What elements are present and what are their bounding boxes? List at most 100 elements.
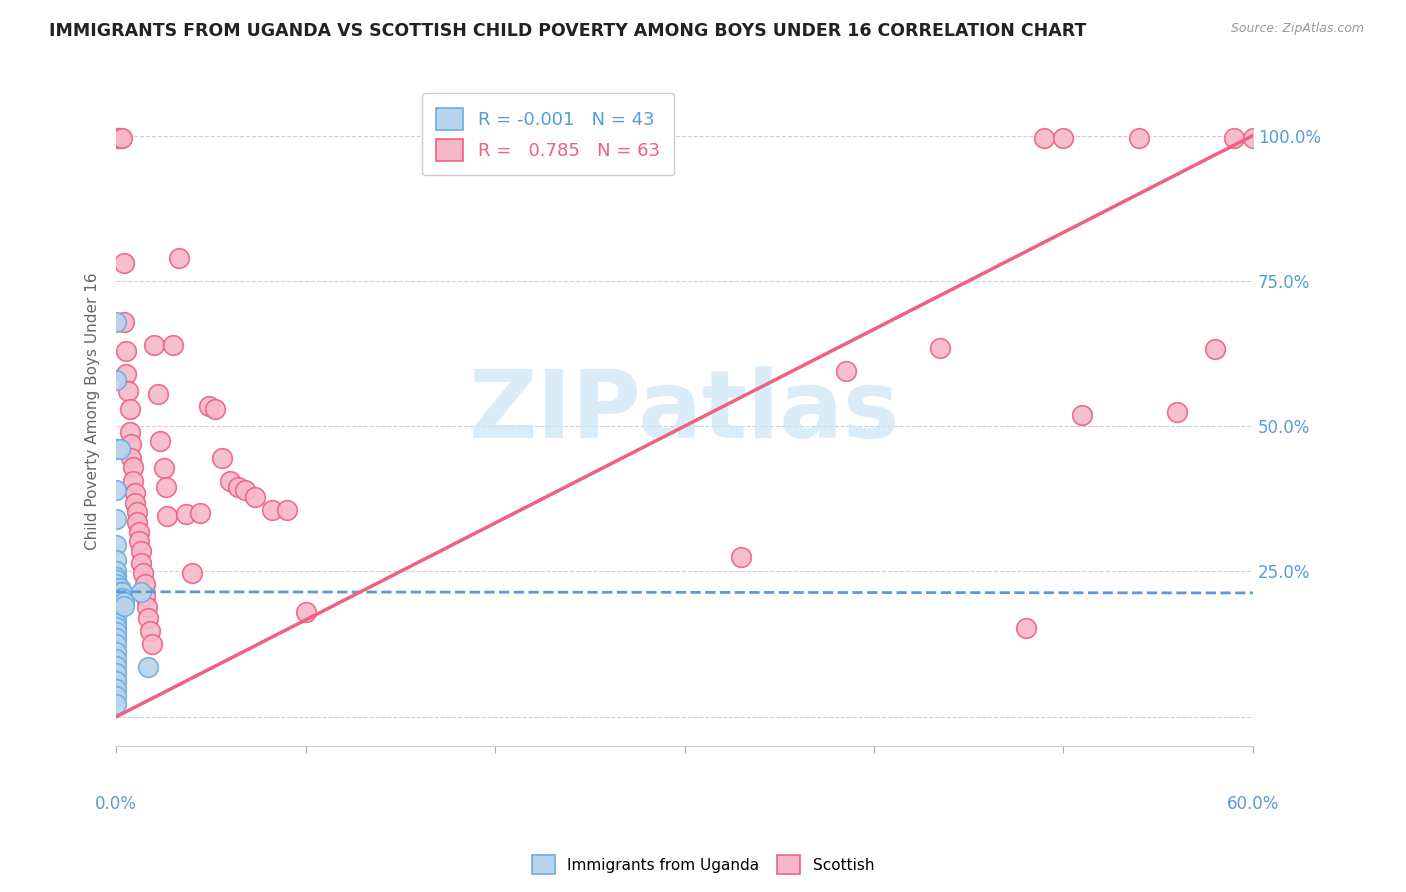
Point	[105, 596, 128, 610]
Point	[107, 131, 129, 145]
Point	[105, 577, 128, 591]
Point	[111, 584, 134, 599]
Point	[118, 425, 141, 439]
Point	[111, 591, 134, 605]
Point	[204, 401, 226, 416]
Point	[276, 503, 298, 517]
Point	[294, 605, 316, 619]
Point	[105, 637, 128, 651]
Point	[1204, 343, 1226, 357]
Point	[132, 566, 155, 580]
Point	[105, 690, 128, 704]
Point	[105, 632, 128, 646]
Point	[105, 645, 128, 659]
Point	[1241, 131, 1264, 145]
Point	[105, 681, 128, 696]
Point	[105, 581, 128, 595]
Text: 60.0%: 60.0%	[1226, 795, 1279, 814]
Point	[112, 256, 135, 270]
Point	[834, 364, 856, 378]
Point	[105, 565, 128, 579]
Point	[120, 451, 142, 466]
Point	[105, 620, 128, 634]
Point	[134, 577, 156, 591]
Point	[129, 556, 152, 570]
Point	[111, 131, 134, 145]
Point	[105, 615, 128, 630]
Text: Source: ZipAtlas.com: Source: ZipAtlas.com	[1230, 22, 1364, 36]
Point	[105, 570, 128, 584]
Point	[105, 582, 128, 597]
Point	[122, 459, 145, 474]
Point	[108, 584, 131, 599]
Point	[112, 599, 135, 614]
Point	[117, 384, 139, 399]
Point	[105, 588, 128, 602]
Point	[1014, 621, 1036, 635]
Point	[122, 475, 145, 489]
Point	[146, 387, 169, 401]
Point	[129, 584, 152, 599]
Point	[730, 549, 752, 564]
Point	[1071, 408, 1094, 422]
Point	[929, 341, 952, 355]
Point	[105, 673, 128, 688]
Point	[105, 512, 128, 526]
Point	[108, 131, 131, 145]
Point	[127, 515, 149, 529]
Point	[105, 609, 128, 624]
Text: 0.0%: 0.0%	[96, 795, 138, 814]
Point	[105, 538, 128, 552]
Point	[105, 483, 128, 497]
Point	[134, 589, 156, 603]
Point	[156, 509, 179, 524]
Point	[149, 434, 172, 448]
Point	[105, 600, 128, 615]
Point	[128, 534, 150, 549]
Point	[108, 442, 131, 457]
Point	[135, 600, 157, 615]
Point	[139, 624, 162, 638]
Point	[155, 480, 177, 494]
Point	[105, 314, 128, 328]
Point	[105, 591, 128, 605]
Point	[114, 367, 136, 381]
Point	[1223, 131, 1246, 145]
Point	[1166, 404, 1188, 418]
Point	[138, 611, 160, 625]
Point	[1033, 131, 1056, 145]
Point	[105, 373, 128, 387]
Point	[105, 584, 128, 599]
Point	[141, 637, 163, 651]
Point	[211, 451, 233, 466]
Point	[219, 475, 242, 489]
Point	[105, 697, 128, 711]
Point	[105, 553, 128, 567]
Point	[1128, 131, 1150, 145]
Legend: R = -0.001   N = 43, R =   0.785   N = 63: R = -0.001 N = 43, R = 0.785 N = 63	[422, 93, 675, 175]
Point	[1052, 131, 1074, 145]
Point	[198, 399, 221, 413]
Point	[181, 566, 204, 580]
Point	[124, 486, 146, 500]
Point	[152, 461, 174, 475]
Point	[167, 251, 190, 265]
Point	[176, 508, 198, 522]
Legend: Immigrants from Uganda, Scottish: Immigrants from Uganda, Scottish	[526, 849, 880, 880]
Point	[188, 506, 211, 520]
Point	[233, 483, 256, 497]
Point	[105, 131, 128, 145]
Point	[226, 480, 249, 494]
Point	[243, 490, 266, 504]
Point	[105, 658, 128, 673]
Point	[105, 573, 128, 587]
Point	[105, 625, 128, 640]
Point	[105, 666, 128, 681]
Point	[112, 314, 135, 328]
Point	[105, 651, 128, 665]
Point	[260, 503, 283, 517]
Point	[118, 401, 141, 416]
Point	[114, 343, 136, 358]
Point	[129, 544, 152, 558]
Point	[127, 505, 149, 519]
